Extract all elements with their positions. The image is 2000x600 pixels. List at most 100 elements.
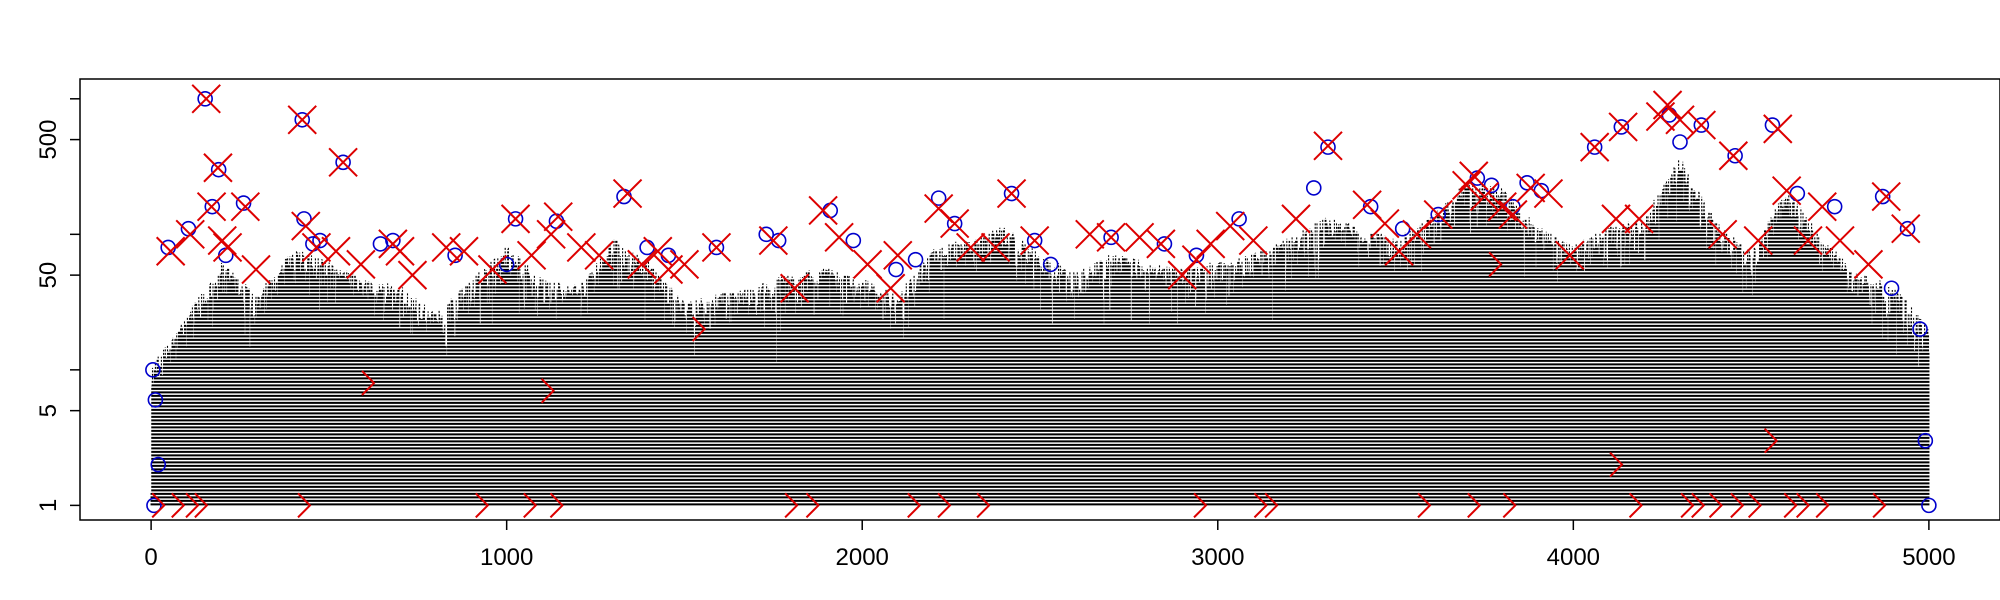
cross-marker bbox=[1793, 225, 1823, 256]
cross-marker bbox=[566, 232, 597, 263]
cross-marker bbox=[1195, 229, 1226, 259]
circle-marker bbox=[1394, 220, 1411, 237]
y-tick-label: 50 bbox=[35, 262, 62, 289]
chevron-marker bbox=[805, 492, 820, 519]
chevron-marker bbox=[549, 492, 564, 519]
cross-marker bbox=[1498, 199, 1528, 230]
chevron-marker bbox=[540, 378, 555, 404]
cross-marker bbox=[196, 191, 227, 222]
cross-marker bbox=[241, 254, 271, 285]
circle-marker bbox=[204, 198, 221, 215]
y-tick-label: 5 bbox=[35, 404, 62, 417]
chevron-marker bbox=[171, 492, 186, 519]
circle-marker bbox=[1789, 185, 1806, 202]
cross-marker bbox=[955, 232, 986, 263]
chevron-marker bbox=[907, 492, 922, 519]
circle-marker bbox=[822, 202, 839, 219]
circle-marker bbox=[770, 232, 787, 249]
cross-marker bbox=[1825, 225, 1855, 256]
circle-marker bbox=[1727, 147, 1743, 164]
cross-marker bbox=[477, 254, 508, 285]
chevron-marker bbox=[784, 492, 799, 519]
chevron-marker bbox=[1747, 492, 1763, 519]
cross-marker bbox=[584, 240, 614, 271]
cross-marker bbox=[1313, 131, 1343, 161]
y-tick-label: 1 bbox=[35, 499, 62, 512]
cross-marker bbox=[1771, 175, 1802, 206]
cross-marker bbox=[883, 240, 913, 271]
cross-marker bbox=[1665, 105, 1695, 135]
cross-marker bbox=[653, 254, 684, 285]
cross-marker bbox=[1459, 161, 1489, 191]
chevron-marker bbox=[1763, 428, 1779, 454]
circle-marker bbox=[385, 232, 401, 249]
cross-marker bbox=[431, 232, 461, 263]
cross-marker bbox=[1686, 110, 1717, 140]
chevron-marker bbox=[1628, 492, 1643, 519]
cross-marker bbox=[1608, 112, 1638, 142]
chevron-marker bbox=[1502, 492, 1517, 519]
circle-marker bbox=[1764, 117, 1781, 133]
cross-marker bbox=[291, 211, 321, 241]
value-lines bbox=[150, 159, 1930, 506]
cross-marker bbox=[1370, 208, 1400, 239]
cross-marker bbox=[1402, 219, 1432, 250]
cross-marker bbox=[779, 273, 810, 303]
chevron-marker bbox=[297, 492, 312, 519]
circle-marker bbox=[294, 111, 311, 128]
chevron-marker bbox=[937, 492, 952, 519]
cross-marker bbox=[824, 222, 854, 253]
cross-marker bbox=[939, 208, 970, 239]
cross-marker bbox=[287, 105, 317, 135]
cross-marker bbox=[1624, 204, 1654, 234]
circle-marker bbox=[1883, 280, 1900, 297]
circle-marker bbox=[145, 362, 161, 378]
cross-marker bbox=[701, 232, 732, 263]
circle-marker bbox=[1672, 134, 1688, 150]
chevron-marker bbox=[1680, 492, 1695, 519]
circle-marker bbox=[1519, 175, 1535, 191]
circle-marker bbox=[146, 497, 162, 514]
circle-marker bbox=[1613, 119, 1630, 135]
circle-marker bbox=[1899, 220, 1916, 237]
cross-marker bbox=[203, 153, 233, 183]
circle-marker bbox=[888, 261, 904, 278]
chevron-marker bbox=[1417, 492, 1432, 519]
cross-marker bbox=[1515, 173, 1546, 203]
cross-marker bbox=[1707, 219, 1738, 250]
x-tick-label: 3000 bbox=[1191, 544, 1244, 571]
circle-marker bbox=[845, 232, 862, 249]
cross-marker bbox=[643, 236, 673, 266]
chevron-marker bbox=[1193, 492, 1208, 519]
chevron-marker bbox=[151, 492, 166, 519]
cross-marker bbox=[1601, 204, 1631, 234]
circle-marker bbox=[907, 251, 924, 268]
chevron-marker bbox=[475, 492, 490, 519]
cross-marker bbox=[852, 249, 883, 280]
x-tick-label: 0 bbox=[144, 544, 157, 571]
cross-marker bbox=[1238, 225, 1269, 256]
circle-marker bbox=[235, 195, 252, 211]
cross-marker bbox=[155, 236, 186, 266]
cross-marker bbox=[1096, 222, 1126, 253]
circle-marker bbox=[150, 456, 167, 473]
chevron-marker bbox=[361, 370, 376, 396]
circle-marker bbox=[639, 239, 655, 256]
circle-marker bbox=[1917, 432, 1934, 449]
circle-marker bbox=[210, 161, 227, 178]
cross-marker bbox=[301, 232, 332, 263]
cross-marker bbox=[1853, 249, 1884, 280]
circle-marker bbox=[1430, 206, 1447, 223]
cross-marker bbox=[516, 240, 547, 271]
x-tick-label: 1000 bbox=[480, 544, 533, 571]
cross-marker bbox=[207, 225, 237, 256]
circle-marker bbox=[946, 215, 963, 232]
circle-marker bbox=[1003, 185, 1020, 202]
chevron-marker bbox=[523, 492, 538, 519]
x-tick-label: 2000 bbox=[836, 544, 889, 571]
cross-marker bbox=[1807, 191, 1837, 222]
cross-marker bbox=[212, 232, 243, 263]
x-axis: 0 1000 2000 3000 4000 5000 bbox=[144, 520, 1956, 571]
plot-frame bbox=[79, 78, 2000, 521]
cross-marker bbox=[875, 273, 906, 303]
